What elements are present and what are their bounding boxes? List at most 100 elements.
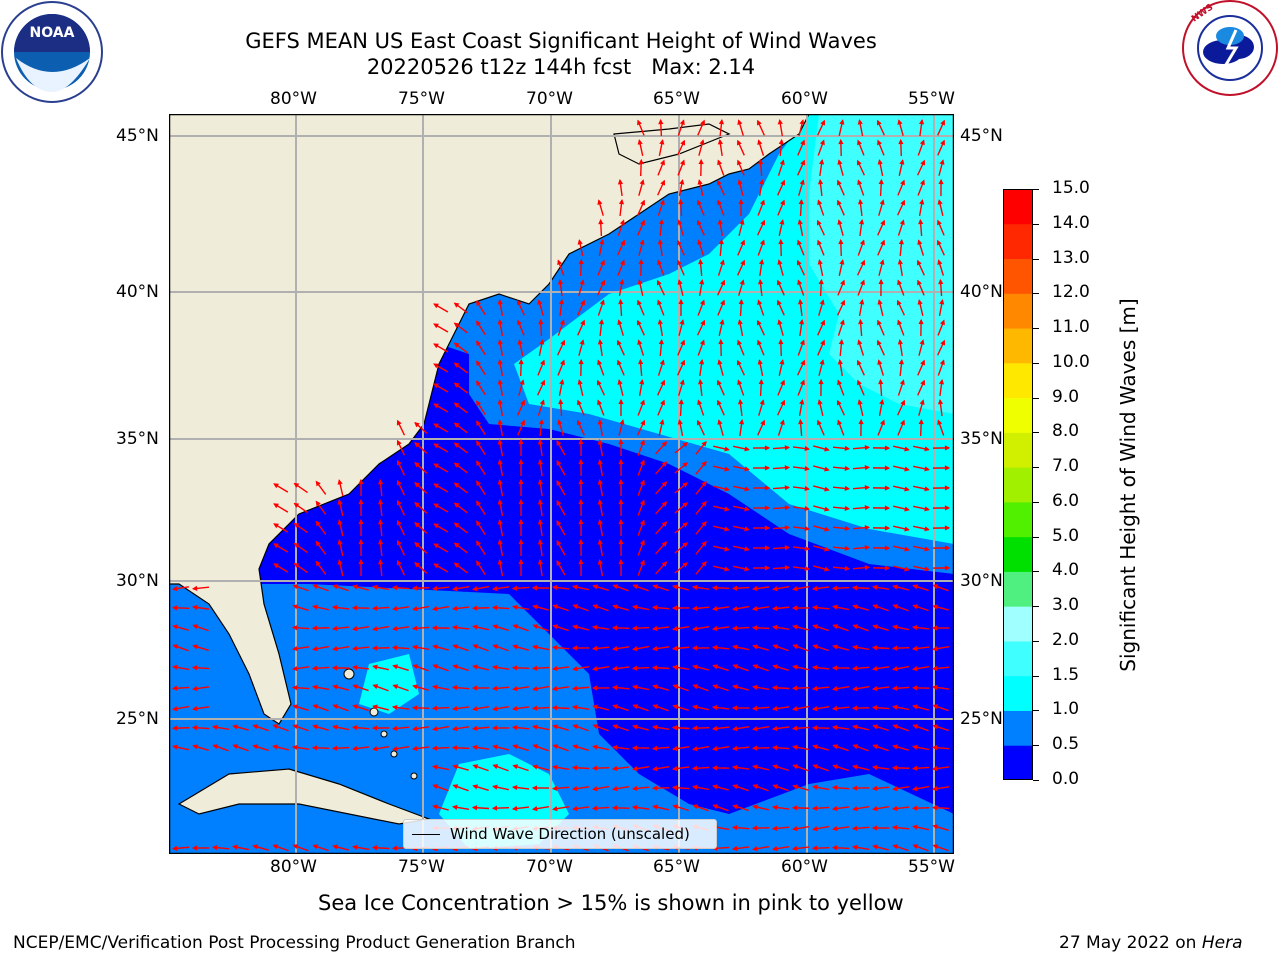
wave-direction-arrow (831, 724, 850, 731)
wave-direction-arrow (872, 545, 891, 551)
wave-direction-arrow (651, 605, 670, 611)
wave-direction-arrow (391, 725, 410, 732)
wave-direction-arrow (892, 844, 909, 852)
wave-direction-arrow (511, 784, 530, 791)
wave-direction-arrow (817, 178, 824, 197)
wave-direction-arrow (618, 458, 624, 477)
lat-label-right: 45°N (960, 126, 1003, 146)
wave-direction-arrow (751, 625, 770, 631)
wave-direction-arrow (511, 585, 530, 591)
wave-direction-arrow (798, 318, 805, 337)
wave-direction-arrow (453, 542, 468, 554)
wave-direction-arrow (597, 419, 604, 437)
wave-direction-arrow (818, 158, 825, 177)
wave-direction-arrow (812, 825, 830, 832)
wave-direction-arrow (597, 199, 604, 216)
wave-direction-arrow (932, 604, 949, 611)
wave-direction-arrow (431, 745, 450, 751)
wave-direction-arrow (651, 625, 670, 632)
wave-direction-arrow (851, 665, 870, 671)
wave-direction-arrow (858, 418, 864, 437)
wave-direction-arrow (898, 159, 905, 176)
wave-direction-arrow (677, 339, 685, 356)
colorbar-tick-mark (1033, 362, 1039, 364)
wave-direction-arrow (396, 419, 406, 436)
wave-direction-arrow (637, 479, 645, 496)
wave-direction-arrow (676, 239, 685, 256)
wave-direction-arrow (697, 179, 704, 196)
wave-direction-arrow (737, 159, 745, 176)
legend-label: Wind Wave Direction (unscaled) (450, 825, 690, 843)
wave-direction-arrow (872, 565, 891, 571)
wave-direction-arrow (471, 725, 490, 731)
wave-direction-arrow (792, 565, 811, 572)
wave-direction-arrow (578, 558, 584, 577)
wave-direction-arrow (713, 505, 730, 512)
wave-direction-arrow (497, 479, 504, 496)
wave-direction-arrow (414, 541, 428, 554)
wave-direction-arrow (757, 199, 765, 216)
wave-direction-arrow (337, 519, 344, 536)
wave-direction-arrow (772, 664, 789, 671)
wave-direction-arrow (497, 559, 504, 576)
wave-direction-arrow (811, 725, 830, 731)
wave-direction-arrow (832, 465, 851, 472)
wave-direction-arrow (531, 665, 550, 671)
wave-direction-arrow (871, 645, 890, 651)
wave-direction-arrow (695, 540, 707, 555)
wave-direction-arrow (736, 139, 745, 156)
wave-direction-arrow (792, 784, 809, 791)
wave-direction-arrow (732, 605, 750, 612)
wave-direction-arrow (817, 319, 826, 336)
wave-direction-arrow (511, 724, 530, 731)
wave-direction-arrow (351, 605, 370, 611)
wave-direction-arrow (913, 565, 930, 572)
wave-direction-arrow (652, 765, 670, 772)
wave-direction-arrow (857, 119, 864, 136)
wave-direction-arrow (556, 540, 566, 556)
wave-direction-arrow (391, 704, 410, 711)
wave-direction-arrow (352, 704, 369, 712)
wave-direction-arrow (732, 804, 749, 812)
wave-direction-arrow (852, 624, 869, 632)
wave-direction-arrow (891, 765, 910, 771)
wave-direction-arrow (937, 219, 945, 236)
wave-direction-arrow (491, 805, 510, 811)
wave-direction-arrow (791, 725, 810, 731)
wave-direction-arrow (671, 605, 690, 611)
wave-direction-arrow (432, 804, 449, 811)
wave-direction-arrow (857, 399, 864, 416)
wave-direction-arrow (572, 624, 589, 631)
wave-direction-arrow (453, 362, 468, 374)
wave-direction-arrow (918, 318, 924, 337)
wave-direction-arrow (377, 538, 384, 557)
wave-direction-arrow (651, 785, 670, 791)
wave-direction-arrow (651, 745, 670, 751)
wave-direction-arrow (758, 158, 764, 177)
wave-direction-arrow (512, 604, 530, 611)
wave-direction-arrow (497, 339, 504, 356)
wave-direction-arrow (897, 219, 905, 236)
wave-direction-arrow (311, 745, 330, 751)
wave-direction-arrow (792, 826, 810, 832)
wave-direction-arrow (655, 521, 668, 535)
noaa-logo-text: NOAA (30, 25, 75, 41)
lat-label-right: 40°N (960, 282, 1003, 302)
wave-direction-arrow (892, 584, 909, 591)
wave-direction-arrow (752, 485, 771, 491)
wave-direction-arrow (572, 584, 589, 591)
wave-direction-arrow (391, 645, 410, 651)
wave-direction-arrow (171, 685, 190, 691)
wave-direction-arrow (291, 645, 310, 652)
wave-direction-arrow (491, 605, 510, 611)
wave-direction-arrow (695, 440, 707, 455)
wave-direction-arrow (192, 744, 209, 752)
wave-direction-arrow (351, 645, 370, 652)
wave-direction-arrow (731, 764, 750, 771)
wave-direction-arrow (396, 519, 406, 536)
wave-direction-arrow (592, 724, 609, 732)
wave-direction-arrow (811, 664, 830, 671)
wave-direction-arrow (537, 379, 546, 396)
lon-label-top: 55°W (908, 89, 955, 109)
wave-direction-arrow (453, 422, 468, 434)
